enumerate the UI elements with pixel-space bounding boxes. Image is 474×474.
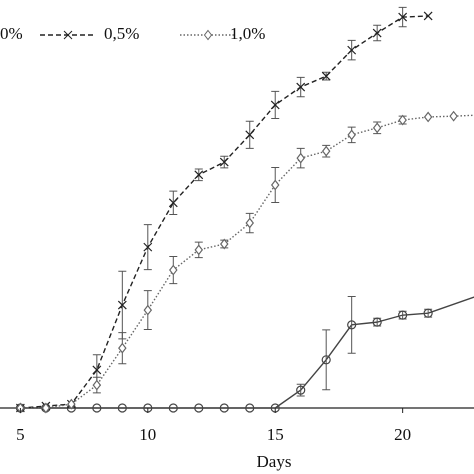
legend-label: 0,5% xyxy=(104,24,139,43)
marker xyxy=(372,28,382,38)
marker xyxy=(321,71,331,81)
x-tick-label: 15 xyxy=(267,425,284,444)
marker xyxy=(41,402,51,414)
series-line xyxy=(20,15,429,409)
marker xyxy=(219,157,229,167)
marker xyxy=(398,310,408,320)
marker xyxy=(296,82,306,92)
marker xyxy=(245,403,255,413)
marker xyxy=(169,264,178,276)
marker xyxy=(423,111,433,123)
plot-area xyxy=(15,6,474,414)
legend-label: 0% xyxy=(0,24,23,43)
marker xyxy=(296,385,306,395)
marker xyxy=(118,342,127,354)
marker xyxy=(92,403,102,413)
marker xyxy=(143,242,153,252)
marker xyxy=(245,217,255,229)
marker xyxy=(92,379,102,391)
marker xyxy=(117,403,127,413)
marker xyxy=(219,238,229,250)
marker xyxy=(194,403,204,413)
marker xyxy=(423,308,433,318)
marker xyxy=(92,365,102,375)
legend-marker xyxy=(203,29,213,41)
error-bar xyxy=(347,295,356,354)
legend-label: 1,0% xyxy=(230,24,265,43)
marker xyxy=(296,152,305,164)
marker xyxy=(270,100,280,110)
marker xyxy=(347,129,356,141)
marker xyxy=(270,179,280,191)
marker xyxy=(194,244,204,256)
x-axis-label: Days xyxy=(257,452,292,471)
x-tick-label: 5 xyxy=(16,425,25,444)
series-line xyxy=(20,114,474,409)
marker xyxy=(372,122,382,134)
marker xyxy=(117,300,127,310)
legend-marker xyxy=(63,30,73,40)
marker xyxy=(449,110,458,122)
marker xyxy=(143,304,153,316)
marker xyxy=(321,355,331,365)
x-tick-label: 20 xyxy=(394,425,411,444)
marker xyxy=(372,317,382,327)
marker xyxy=(245,130,255,140)
marker xyxy=(67,398,76,410)
marker xyxy=(398,114,407,126)
error-bar xyxy=(322,329,331,391)
marker xyxy=(347,320,357,330)
marker xyxy=(168,198,178,208)
marker xyxy=(347,45,357,55)
x-tick-label: 10 xyxy=(139,425,156,444)
marker xyxy=(219,403,229,413)
marker xyxy=(398,12,408,22)
marker xyxy=(321,145,331,157)
marker xyxy=(168,403,178,413)
marker xyxy=(423,11,433,21)
marker xyxy=(194,170,204,180)
